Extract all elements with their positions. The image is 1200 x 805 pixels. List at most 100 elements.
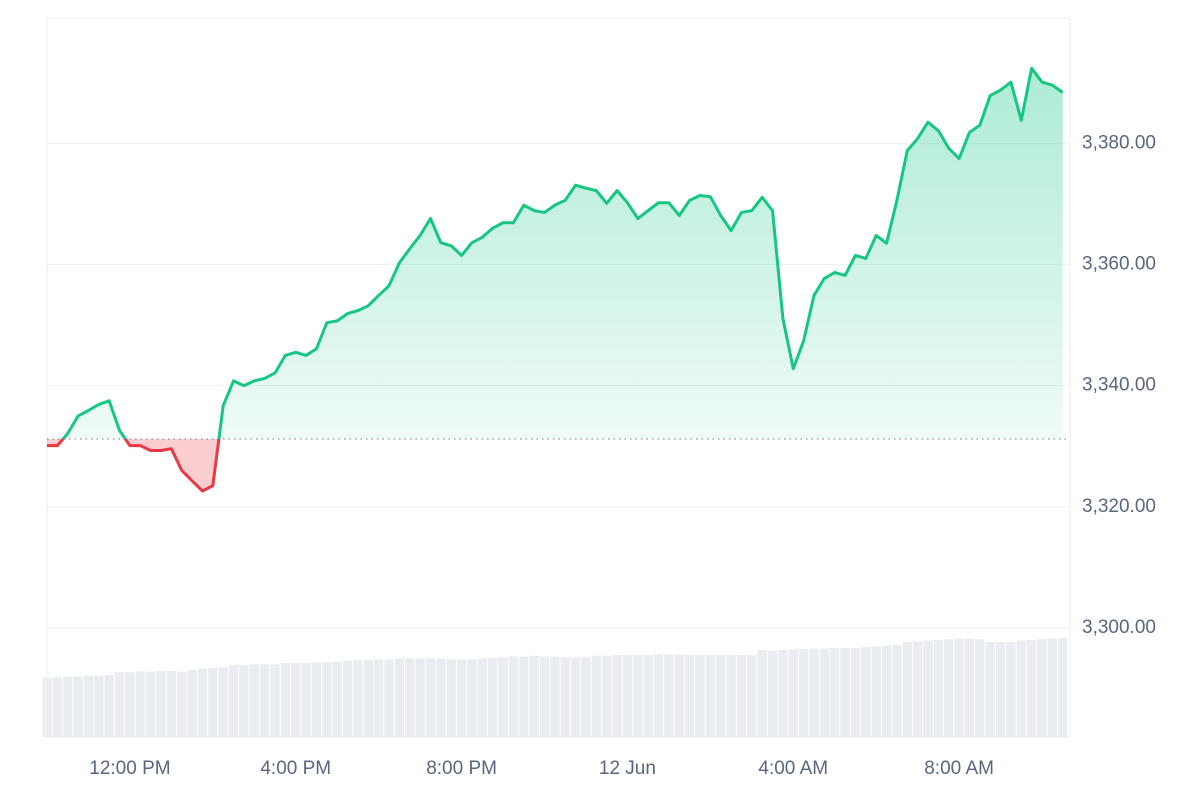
volume-bar <box>560 657 570 737</box>
volume-bar <box>405 658 415 737</box>
volume-bar <box>954 638 964 737</box>
volume-bar <box>871 646 881 737</box>
volume-bar <box>52 677 63 737</box>
volume-bar <box>778 650 788 737</box>
volume-bar <box>830 647 840 737</box>
volume-bar <box>1047 638 1058 737</box>
volume-bar <box>591 655 602 737</box>
volume-bar <box>1058 637 1068 737</box>
volume-bar <box>456 659 467 737</box>
volume-bar <box>975 639 985 737</box>
volume-bar <box>228 665 239 737</box>
volume-bar <box>881 645 892 737</box>
volume-bar <box>1037 639 1047 737</box>
volume-bar <box>519 656 529 737</box>
volume-bar <box>291 662 301 737</box>
volume-bar <box>259 664 270 737</box>
volume-bar <box>602 655 612 737</box>
volume-bar <box>747 655 757 737</box>
volume-bar <box>73 676 83 737</box>
volume-bar <box>488 657 498 737</box>
volume-bar <box>964 638 975 737</box>
volume-bar <box>467 659 477 737</box>
volume-bar <box>477 658 488 737</box>
volume-bar <box>1006 642 1016 737</box>
volume-bar <box>912 641 923 737</box>
volume-bar <box>892 644 902 737</box>
x-tick-label: 4:00 AM <box>758 758 828 779</box>
volume-bar <box>166 670 177 737</box>
area-above <box>47 68 1063 439</box>
volume-bar <box>311 662 322 737</box>
volume-bar <box>42 678 52 737</box>
volume-bar <box>653 654 664 737</box>
volume-bar <box>643 655 653 737</box>
price-line-below <box>47 438 221 493</box>
volume-bar <box>674 654 684 737</box>
volume-bar <box>788 649 798 737</box>
volume-bar <box>394 658 405 737</box>
volume-bar <box>798 648 809 737</box>
volume-bar <box>436 658 446 737</box>
volume-bar <box>933 639 944 737</box>
volume-bar <box>280 662 291 737</box>
volume-bar <box>716 655 726 737</box>
volume-bar <box>342 660 353 737</box>
volume-bar <box>809 648 819 737</box>
volume-bar <box>570 657 581 737</box>
y-tick-label: 3,340.00 <box>1082 375 1156 396</box>
volume-bar <box>736 655 747 737</box>
volume-bar <box>332 661 342 737</box>
volume-bar <box>145 671 156 737</box>
volume-bar <box>767 650 778 737</box>
volume-bar <box>840 647 850 737</box>
volume-bar <box>270 664 280 737</box>
volume-bar <box>850 647 861 737</box>
volume-bar <box>187 670 197 737</box>
volume-bar <box>539 656 550 737</box>
volume-bar <box>944 639 954 737</box>
volume-bar <box>757 650 767 737</box>
volume-bar <box>612 655 622 737</box>
volume-bar <box>529 655 539 737</box>
volume-bar <box>177 671 187 737</box>
volume-bar <box>446 659 456 737</box>
volume-bar <box>94 675 104 737</box>
volume-bar <box>415 658 425 737</box>
volume-bar <box>1026 639 1037 737</box>
volume-bar <box>63 676 73 737</box>
volume-bar <box>218 667 228 737</box>
volume-bar <box>322 662 332 737</box>
volume-bar <box>301 662 311 737</box>
y-tick-label: 3,300.00 <box>1082 617 1156 638</box>
volume-bar <box>197 668 208 737</box>
volume-bar <box>363 660 373 737</box>
volume-bar <box>726 655 736 737</box>
volume-bar <box>83 675 94 737</box>
volume-bar <box>508 656 519 737</box>
x-tick-label: 4:00 PM <box>260 758 331 779</box>
volume-bar <box>353 660 363 737</box>
x-tick-label: 8:00 PM <box>426 758 497 779</box>
volume-bar <box>923 640 933 737</box>
x-tick-label: 12 Jun <box>599 758 656 779</box>
x-tick-label: 8:00 AM <box>924 758 994 779</box>
volume-bar <box>125 672 135 737</box>
volume-bar <box>819 648 830 737</box>
volume-bar <box>684 655 695 737</box>
area-below <box>47 438 219 492</box>
volume-bar <box>1016 640 1026 737</box>
y-tick-label: 3,360.00 <box>1082 254 1156 275</box>
volume-bar <box>498 657 508 737</box>
volume-bar <box>135 671 145 737</box>
volume-bar <box>902 642 912 737</box>
volume-bar <box>104 675 114 737</box>
volume-bar <box>695 655 705 737</box>
volume-bar <box>985 642 995 737</box>
volume-bar <box>995 642 1006 737</box>
x-tick-label: 12:00 PM <box>89 758 170 779</box>
volume-bar <box>114 672 125 737</box>
price-line <box>61 66 1064 439</box>
volume-bar <box>156 670 166 737</box>
